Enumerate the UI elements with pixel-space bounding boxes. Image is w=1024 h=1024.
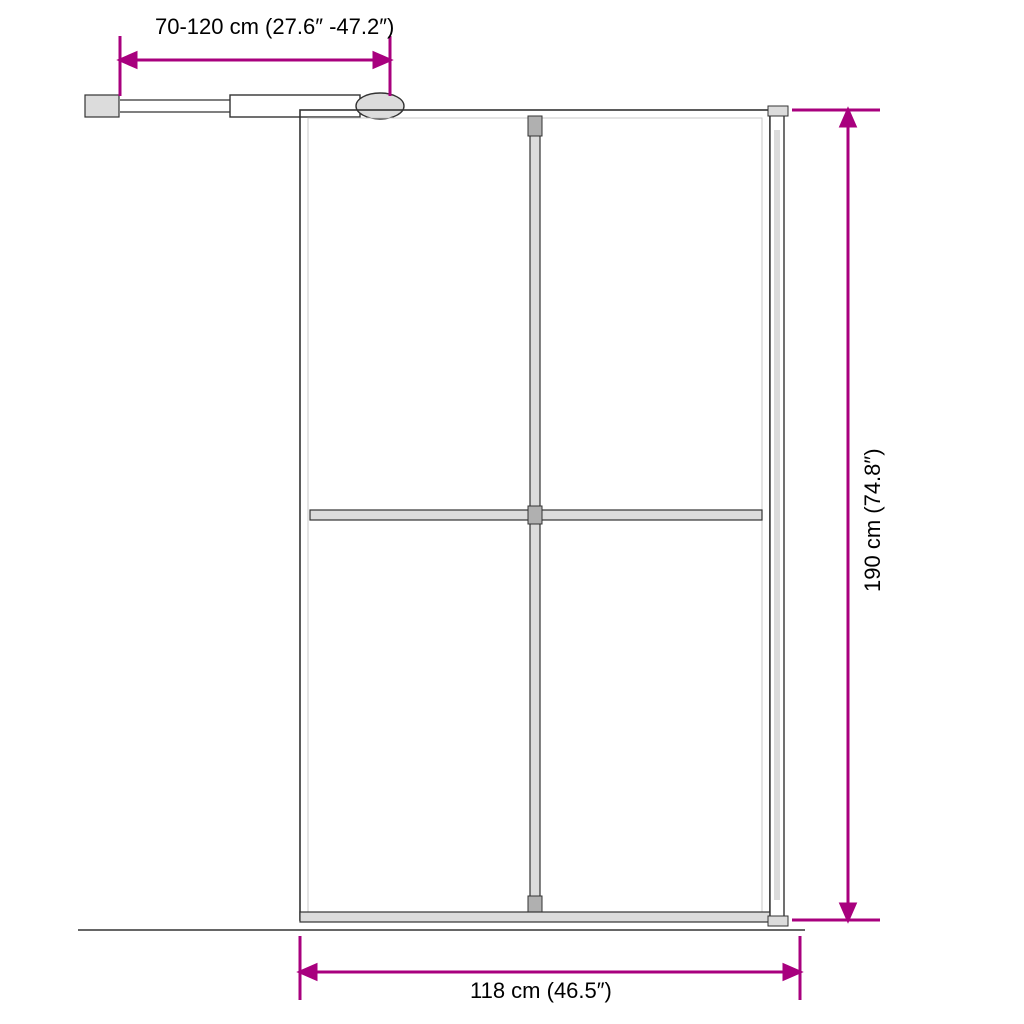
diagram-stage: 70-120 cm (27.6″ -47.2″) 118 cm (46.5″) … (0, 0, 1024, 1024)
dim-height-label: 190 cm (74.8″) (860, 420, 886, 620)
